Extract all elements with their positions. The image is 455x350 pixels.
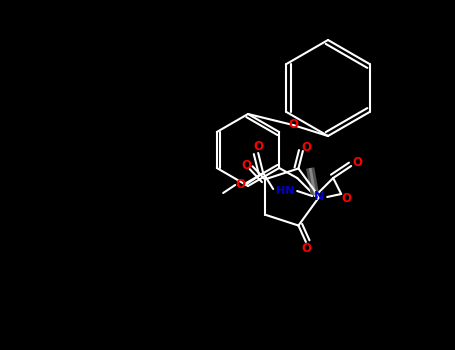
Text: O: O <box>302 243 312 256</box>
Text: O: O <box>341 191 351 204</box>
Text: O: O <box>253 140 263 153</box>
Text: O: O <box>302 140 312 154</box>
Text: HN: HN <box>276 186 294 196</box>
Text: O: O <box>352 155 362 168</box>
Text: O: O <box>288 119 298 132</box>
Text: O: O <box>242 159 252 172</box>
Text: N: N <box>314 190 324 203</box>
Text: O: O <box>235 178 245 191</box>
